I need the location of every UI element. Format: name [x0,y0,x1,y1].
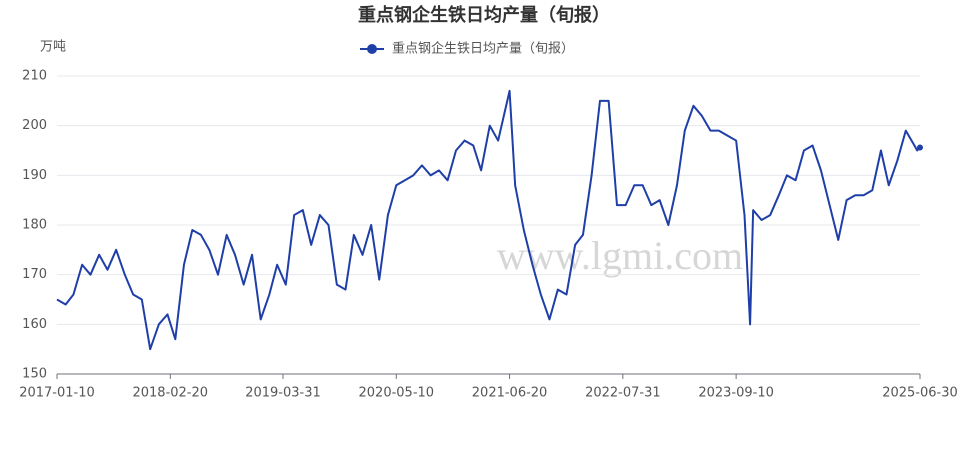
x-tick-label: 2017-01-10 [19,386,95,401]
x-tick-label: 2020-05-10 [359,386,435,401]
y-tick-label: 170 [22,267,47,282]
y-tick-label: 150 [22,367,47,382]
legend-label: 重点钢企生铁日均产量（旬报） [392,41,574,57]
y-unit: 万吨 [40,40,66,55]
x-tick-label: 2025-06-30 [882,386,958,401]
watermark: www.lgmi.com [497,233,743,278]
y-tick-label: 200 [22,118,47,133]
y-tick-label: 160 [22,317,47,332]
y-tick-label: 190 [22,168,47,183]
chart-title: 重点钢企生铁日均产量（旬报） [358,4,610,26]
line [56,89,921,351]
x-tick-label: 2022-07-31 [585,386,661,401]
x-tick-label: 2021-06-20 [472,386,548,401]
x-tick-label: 2023-09-10 [698,386,774,401]
y-tick-label: 180 [22,218,47,233]
y-tick-label: 210 [22,69,47,84]
legend-marker [367,44,377,54]
end-point [917,144,923,151]
x-tick-label: 2018-02-20 [132,386,208,401]
x-tick-label: 2019-03-31 [245,386,321,401]
